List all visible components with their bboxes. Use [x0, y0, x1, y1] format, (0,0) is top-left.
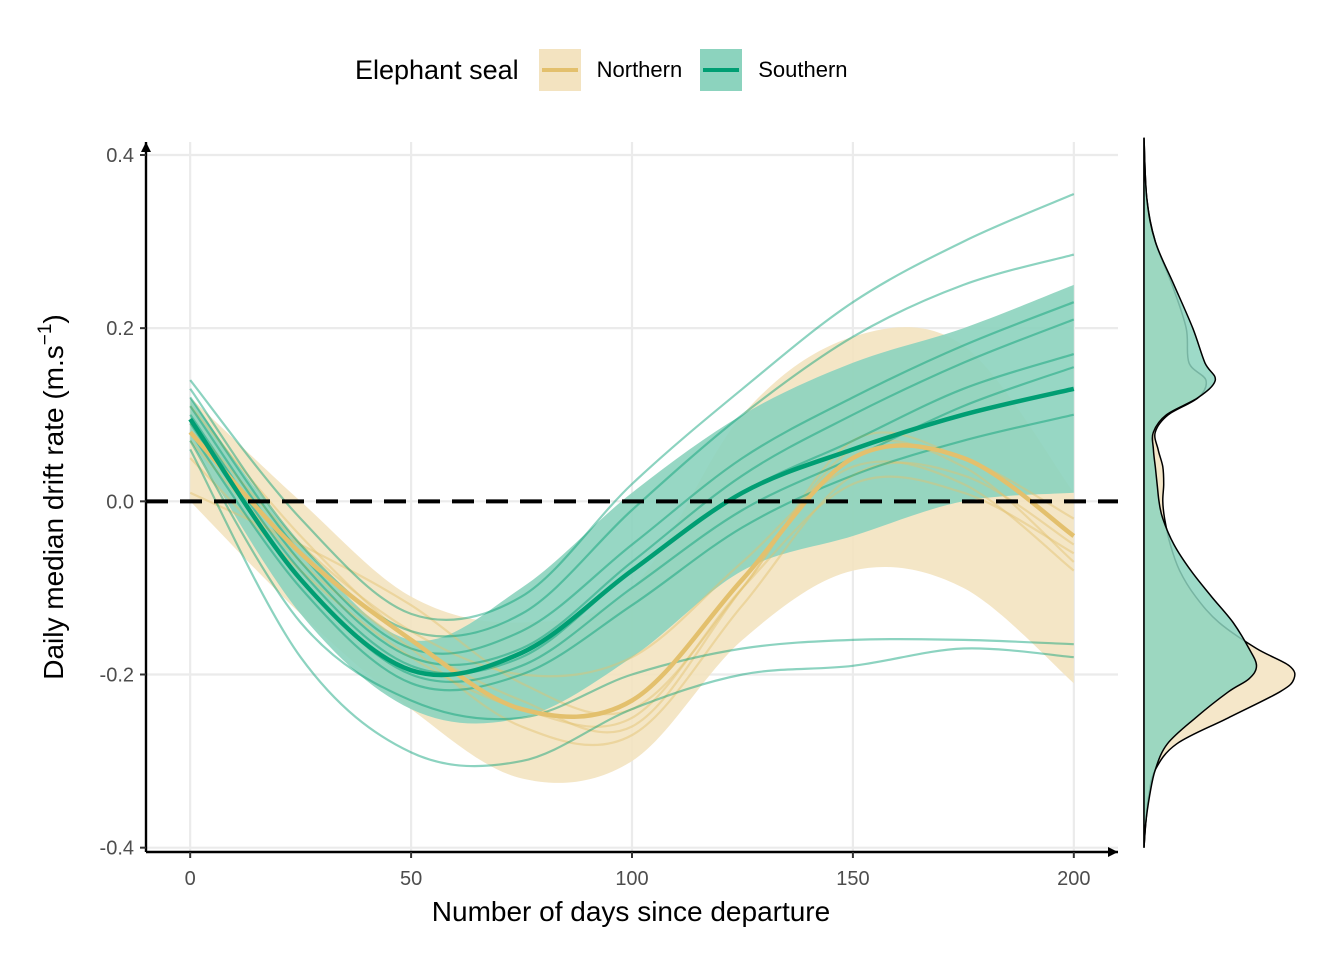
y-tick-label-1: -0.2 [100, 665, 134, 687]
mean-line-southern [188, 386, 1075, 678]
individual-line-northern-1 [189, 422, 1075, 678]
x-tick-label-0: 0 [185, 868, 196, 890]
legend-title: Elephant seal [355, 54, 519, 85]
legend-key-southern [700, 49, 743, 91]
individual-line-southern-0 [189, 192, 1075, 621]
y-tick-label-0: -0.4 [100, 838, 134, 860]
individual-line-northern-3 [189, 457, 1075, 728]
ribbon-southern [190, 284, 1074, 724]
individual-line-northern-2 [189, 439, 1075, 747]
axes: -0.4 -0.2 0.0 0.2 0.4 0 50 100 150 200 [100, 142, 1118, 890]
y-axis-arrow [141, 142, 151, 152]
x-tick-label-4: 200 [1057, 868, 1090, 890]
individual-line-southern-3 [189, 318, 1075, 667]
individual-line-northern-4 [189, 431, 1075, 716]
legend: Elephant seal Northern Southern [355, 46, 866, 94]
y-axis-title: Daily median drift rate (m.s−1) [35, 314, 69, 680]
legend-label-northern: Northern [596, 57, 683, 82]
y-tick-label-4: 0.4 [106, 145, 134, 167]
individual-line-southern-6 [189, 413, 1075, 692]
y-axis-title-main: Daily median drift rate (m.s [38, 345, 69, 680]
legend-key-southern-line [703, 68, 740, 72]
marginal-density-panel [1143, 137, 1296, 848]
individual-line-southern-1 [189, 253, 1075, 638]
y-tick-label-2: 0.0 [106, 491, 134, 513]
x-axis-title: Number of days since departure [432, 896, 830, 927]
x-axis-arrow [1108, 847, 1118, 857]
series-layer [188, 192, 1076, 783]
x-tick-label-1: 50 [400, 868, 422, 890]
individual-line-southern-2 [189, 301, 1075, 655]
legend-key-northern [538, 49, 581, 91]
mean-line-northern [188, 430, 1076, 720]
density-southern [1143, 137, 1258, 848]
y-axis-title-close: ) [38, 314, 69, 323]
y-axis-title-superscript: −1 [35, 324, 56, 346]
legend-key-northern-line [541, 68, 578, 72]
legend-label-southern: Southern [758, 57, 848, 82]
individual-line-southern-7 [189, 440, 1074, 721]
x-tick-label-2: 100 [615, 868, 648, 890]
x-tick-label-3: 150 [836, 868, 869, 890]
y-tick-label-3: 0.2 [106, 318, 134, 340]
individual-line-southern-8 [189, 448, 1074, 768]
